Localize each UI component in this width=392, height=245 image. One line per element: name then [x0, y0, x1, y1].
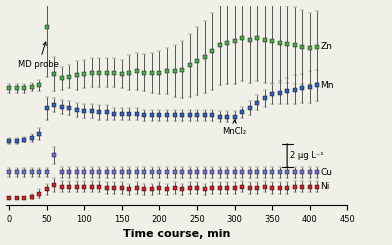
- X-axis label: Time course, min: Time course, min: [123, 230, 230, 239]
- Text: MnCl₂: MnCl₂: [223, 120, 247, 136]
- Text: 2 μg L⁻¹: 2 μg L⁻¹: [290, 151, 324, 160]
- Text: Ni: Ni: [320, 182, 330, 191]
- Text: Cu: Cu: [320, 168, 332, 177]
- Text: Mn: Mn: [320, 81, 334, 90]
- Text: MD probe: MD probe: [18, 42, 59, 69]
- Text: Zn: Zn: [320, 42, 332, 51]
